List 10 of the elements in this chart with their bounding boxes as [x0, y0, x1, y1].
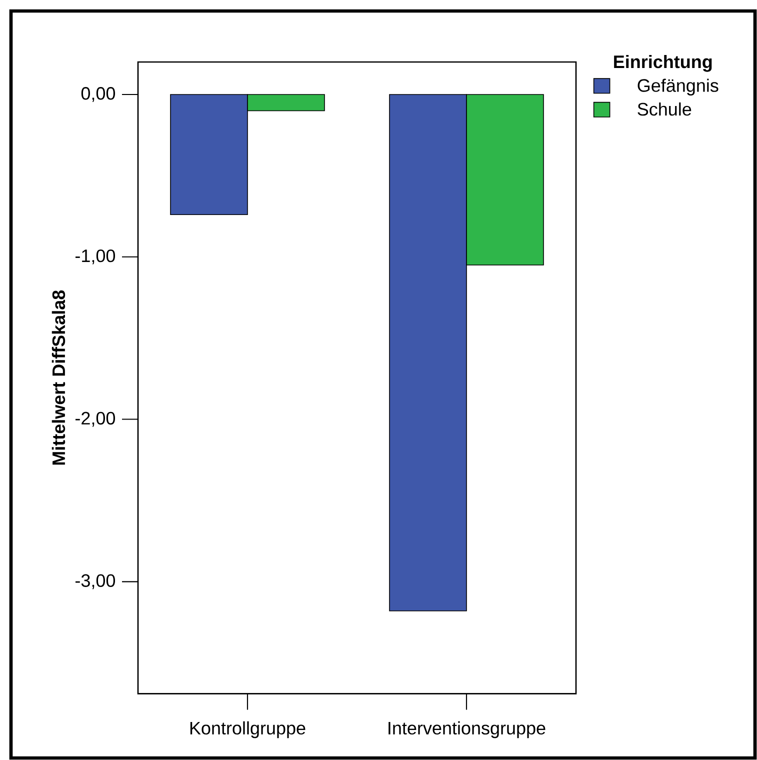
y-tick-label: -2,00	[75, 412, 116, 427]
y-tick-label: -1,00	[75, 249, 116, 264]
x-tick-label: Interventionsgruppe	[388, 721, 546, 738]
y-axis-title: Mittelwert DiffSkala8	[52, 290, 66, 465]
x-tick-label: Kontrollgruppe	[190, 721, 306, 738]
legend-title: Einrichtung	[614, 54, 712, 72]
y-tick-label: 0,00	[81, 87, 116, 102]
y-tick-label: -3,00	[75, 574, 116, 590]
legend-label: Schule	[638, 102, 692, 116]
legend-label: Gefängnis	[638, 78, 718, 96]
